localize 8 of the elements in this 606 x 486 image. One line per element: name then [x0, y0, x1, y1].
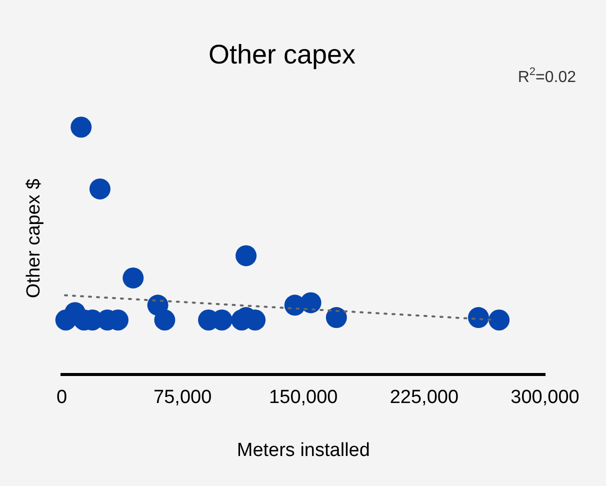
x-tick-label: 75,000 — [154, 387, 212, 408]
x-tick-label: 225,000 — [390, 387, 459, 408]
x-tick-label: 150,000 — [269, 387, 338, 408]
x-axis-title: Meters installed — [236, 440, 370, 461]
y-axis-title: Other capex $ — [24, 178, 45, 298]
x-tick-label: 0 — [56, 387, 68, 408]
x-tick-label: 300,000 — [510, 387, 580, 408]
chart-title: Other capex — [208, 40, 356, 70]
